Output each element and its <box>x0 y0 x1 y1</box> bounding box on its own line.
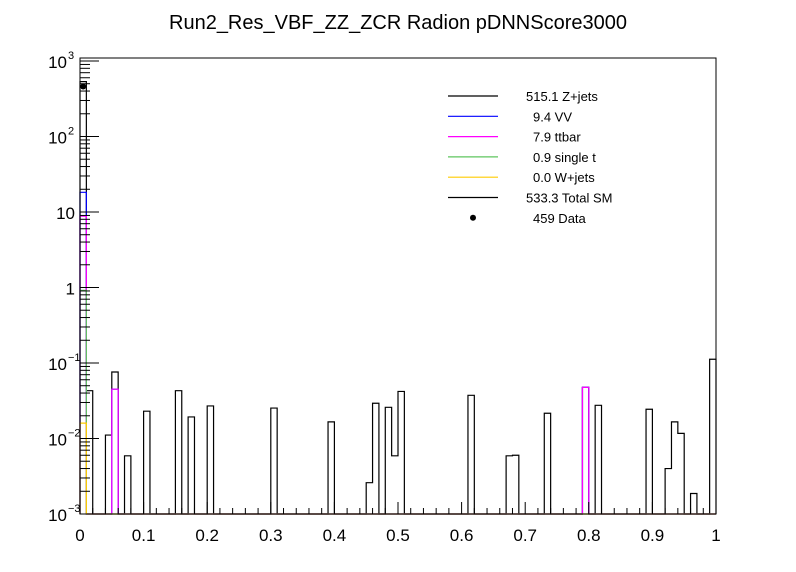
data-point <box>80 83 87 90</box>
y-tick-exponent: −1 <box>68 352 81 364</box>
y-tick-label: 10 <box>48 506 67 525</box>
chart-title: Run2_Res_VBF_ZZ_ZCR Radion pDNNScore3000 <box>169 12 627 34</box>
legend-label: 0.0 W+jets <box>533 170 595 185</box>
y-tick-exponent: −2 <box>68 428 81 440</box>
y-tick-exponent: −3 <box>68 503 81 515</box>
x-tick-label: 0.7 <box>513 526 537 545</box>
x-tick-label: 0.6 <box>450 526 474 545</box>
legend-label: 0.9 single t <box>533 150 596 165</box>
x-tick-label: 1 <box>711 526 720 545</box>
legend-label: 7.9 ttbar <box>533 130 581 145</box>
y-tick-label: 10 <box>48 129 67 148</box>
y-tick-label: 10 <box>56 204 75 223</box>
y-tick-label: 1 <box>66 280 75 299</box>
y-tick-exponent: 3 <box>68 50 74 62</box>
y-tick-exponent: 2 <box>68 126 74 138</box>
x-tick-label: 0.5 <box>386 526 410 545</box>
y-tick-label: 10 <box>48 431 67 450</box>
x-tick-label: 0.1 <box>132 526 156 545</box>
legend-marker-data <box>470 214 476 221</box>
x-tick-label: 0.3 <box>259 526 283 545</box>
y-tick-label: 10 <box>48 355 67 374</box>
legend-label: 459 Data <box>533 211 587 226</box>
x-tick-label: 0 <box>75 526 84 545</box>
x-tick-label: 0.4 <box>323 526 347 545</box>
x-tick-label: 0.8 <box>577 526 601 545</box>
legend: 515.1 Z+jets 9.4 VV 7.9 ttbar 0.9 single t 0… <box>448 89 612 226</box>
plot-frame <box>79 57 717 515</box>
x-tick-label: 0.9 <box>641 526 665 545</box>
y-tick-label: 10 <box>48 53 67 72</box>
legend-label: 9.4 VV <box>533 109 572 124</box>
legend-label: 533.3 Total SM <box>526 191 612 206</box>
axes: 0 0.1 0.2 0.3 0.4 0.5 0.6 0.7 0.8 0.9 110 310 210110… <box>48 50 721 545</box>
x-tick-label: 0.2 <box>195 526 219 545</box>
legend-label: 515.1 Z+jets <box>526 89 598 104</box>
